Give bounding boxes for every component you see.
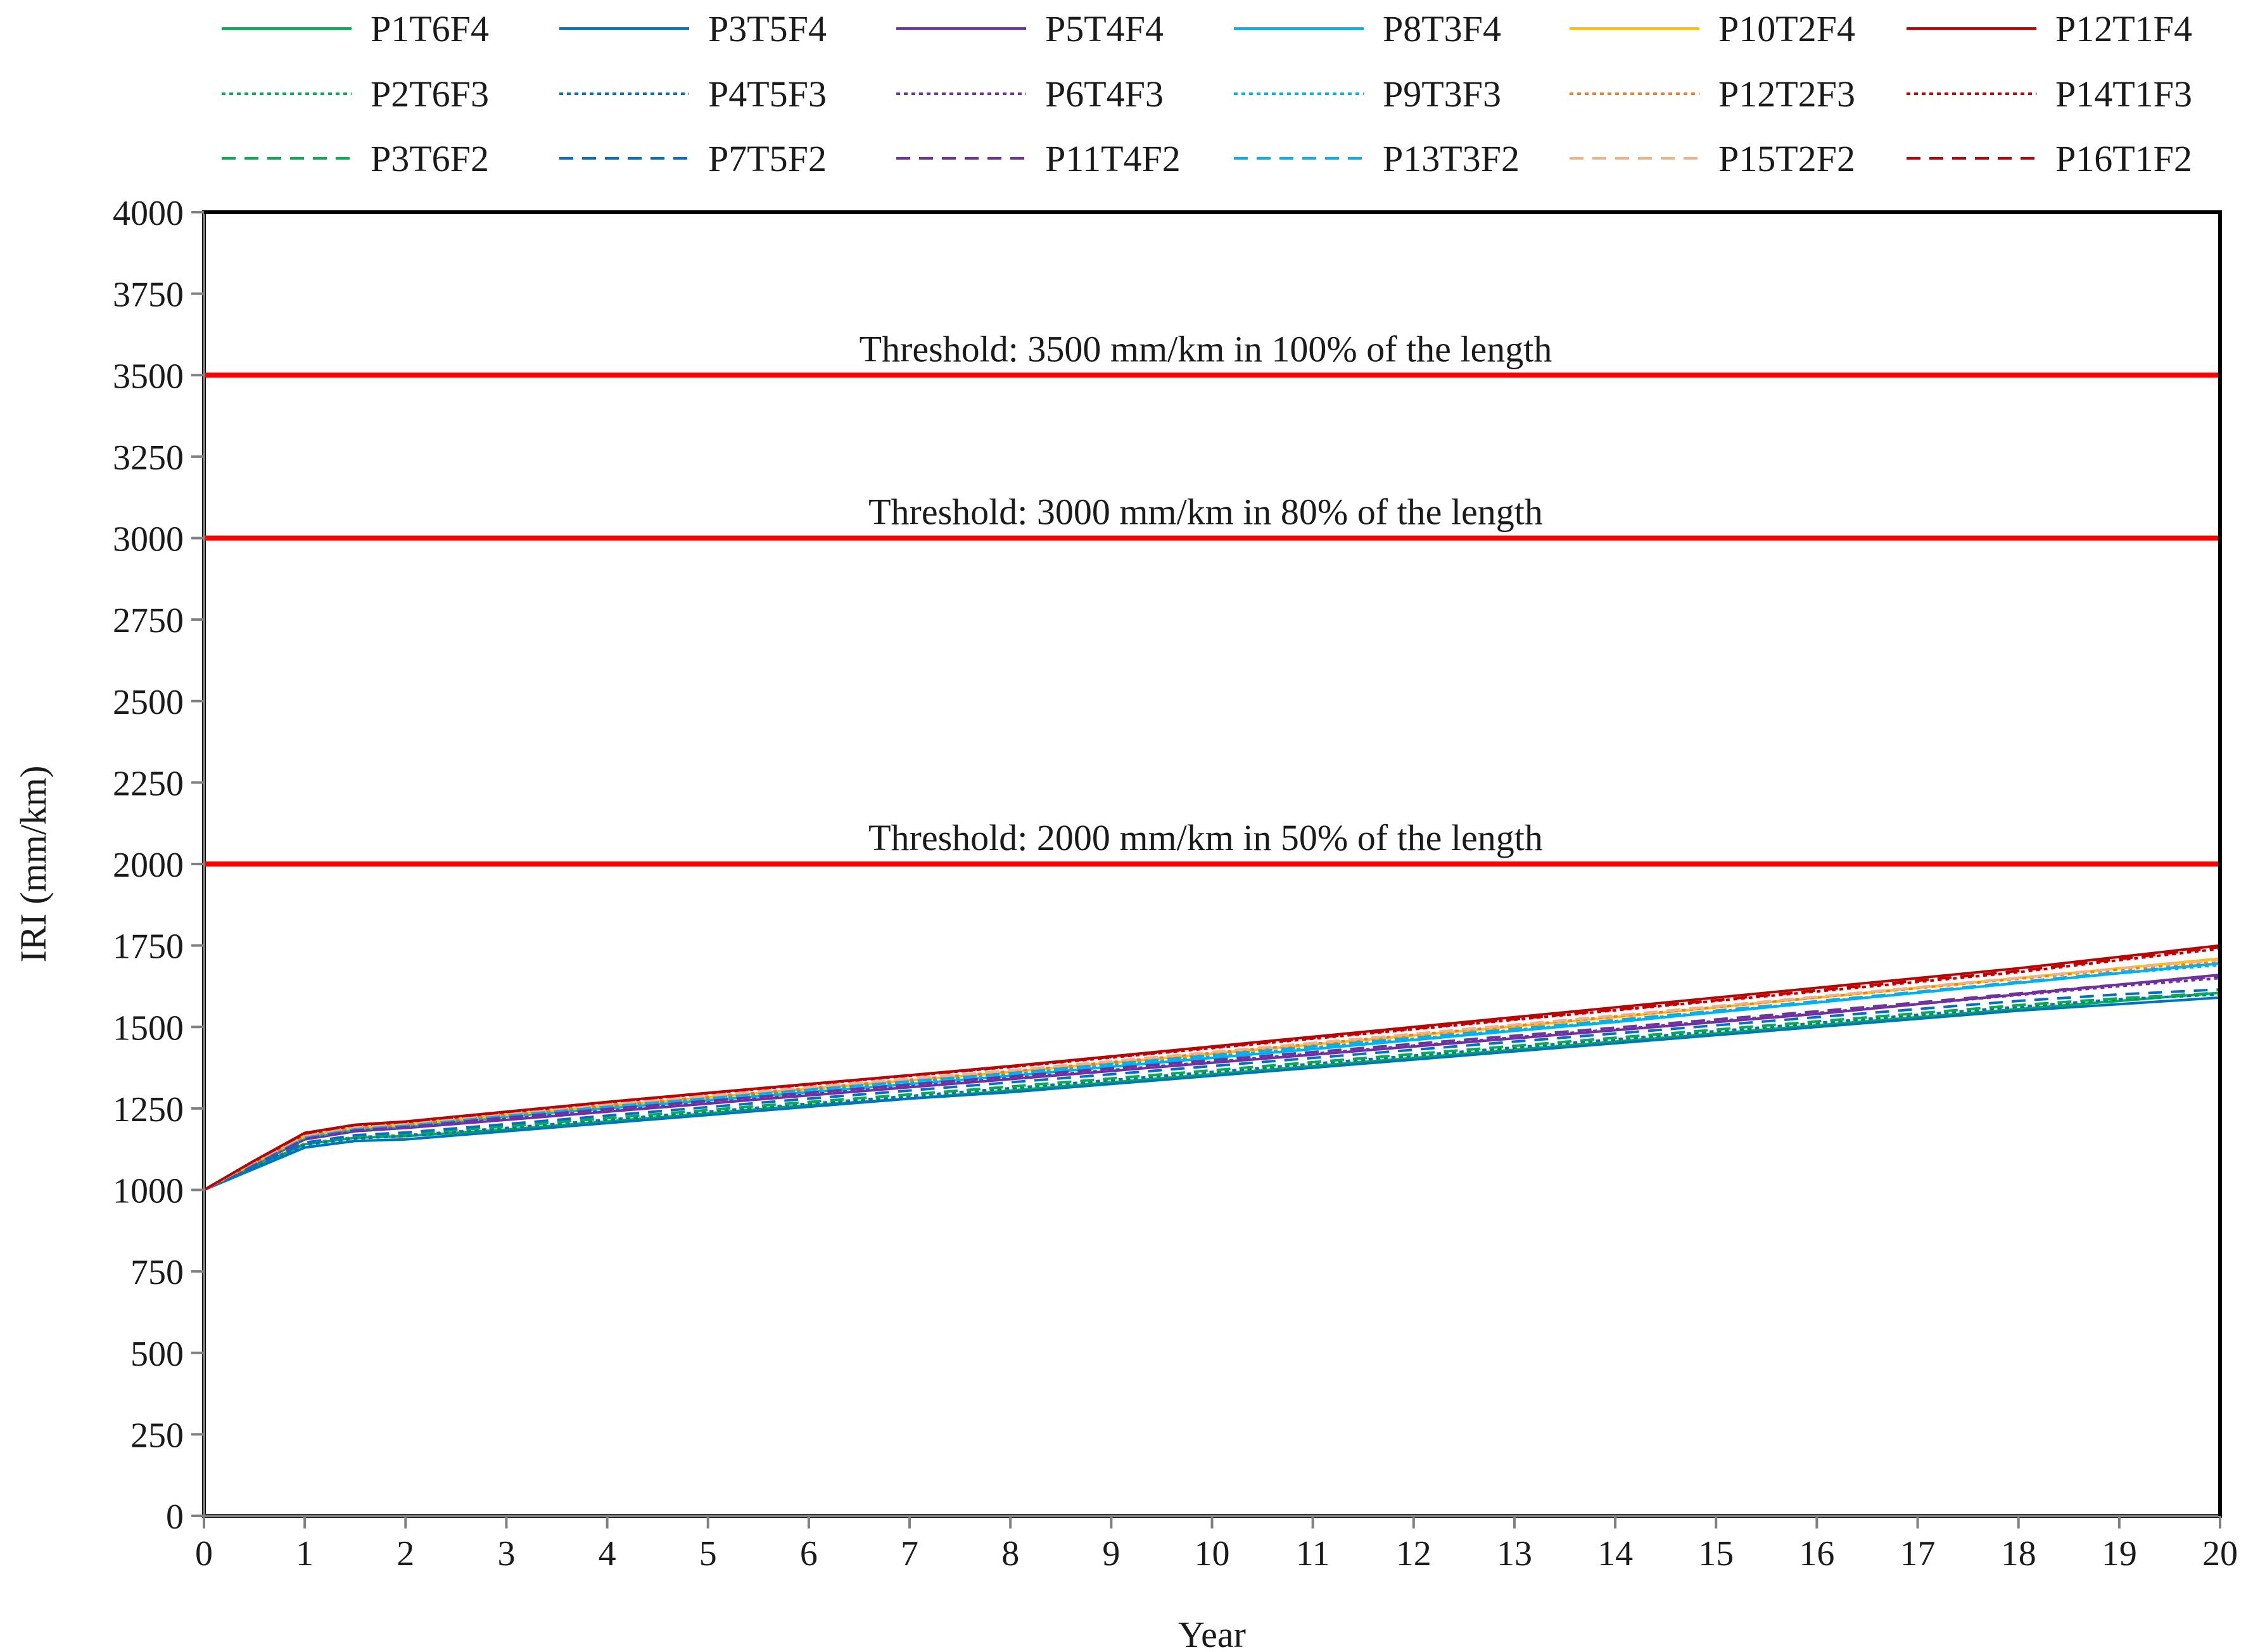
legend-item: P9T3F3 bbox=[1234, 73, 1501, 115]
legend-item: P3T5F4 bbox=[559, 8, 827, 49]
series-line-P7T5F2 bbox=[203, 988, 2221, 1191]
threshold-label-2000: Threshold: 2000 mm/km in 50% of the leng… bbox=[868, 817, 1543, 858]
x-tick-label: 3 bbox=[497, 1534, 515, 1573]
series-line-P1T6F4 bbox=[203, 991, 2221, 1191]
series-line-P6T4F3 bbox=[203, 977, 2221, 1191]
legend-item: P12T1F4 bbox=[1907, 8, 2192, 49]
y-tick-label: 4000 bbox=[113, 194, 184, 233]
y-tick-label: 250 bbox=[130, 1416, 184, 1455]
threshold-lines: Threshold: 3500 mm/km in 100% of the len… bbox=[204, 328, 2220, 867]
legend-item: P6T4F3 bbox=[896, 73, 1164, 115]
x-tick-label: 16 bbox=[1799, 1534, 1834, 1573]
legend-label: P7T5F2 bbox=[708, 138, 827, 179]
legend-label: P8T3F4 bbox=[1383, 8, 1501, 49]
y-tick-label: 750 bbox=[130, 1253, 184, 1292]
legend-item: P16T1F2 bbox=[1907, 138, 2192, 179]
y-tick-label: 1000 bbox=[113, 1172, 184, 1211]
x-tick-label: 6 bbox=[800, 1534, 818, 1573]
legend-label: P10T2F4 bbox=[1718, 8, 1855, 49]
threshold-label-3500: Threshold: 3500 mm/km in 100% of the len… bbox=[860, 328, 1552, 369]
y-tick-label: 2250 bbox=[113, 764, 184, 803]
x-tick-label: 10 bbox=[1195, 1534, 1230, 1573]
y-tick-label: 3000 bbox=[113, 520, 184, 559]
legend-item: P14T1F3 bbox=[1907, 73, 2192, 115]
x-tick-label: 1 bbox=[296, 1534, 314, 1573]
y-tick-label: 0 bbox=[166, 1497, 184, 1537]
x-tick-label: 14 bbox=[1597, 1534, 1633, 1573]
series-line-P14T1F3 bbox=[203, 947, 2221, 1191]
x-tick-label: 17 bbox=[1900, 1534, 1936, 1573]
series-line-P13T3F2 bbox=[203, 962, 2221, 1191]
threshold-label-3000: Threshold: 3000 mm/km in 80% of the leng… bbox=[868, 492, 1543, 533]
series-line-P11T4F2 bbox=[203, 975, 2221, 1191]
series-line-P2T6F3 bbox=[203, 993, 2221, 1191]
x-axis-title: Year bbox=[1178, 1614, 1246, 1652]
x-tick-label: 12 bbox=[1396, 1534, 1431, 1573]
x-tick-label: 7 bbox=[901, 1534, 918, 1573]
x-tick-label: 2 bbox=[397, 1534, 414, 1573]
legend-item: P8T3F4 bbox=[1234, 8, 1501, 49]
legend-label: P14T1F3 bbox=[2055, 73, 2192, 115]
y-tick-label: 2750 bbox=[113, 601, 184, 640]
legend-label: P16T1F2 bbox=[2055, 138, 2192, 179]
legend-label: P1T6F4 bbox=[371, 8, 489, 49]
series-lines bbox=[203, 944, 2221, 1191]
series-line-P15T2F2 bbox=[203, 958, 2221, 1191]
x-tick-label: 5 bbox=[699, 1534, 717, 1573]
series-line-P16T1F2 bbox=[203, 946, 2221, 1191]
legend-item: P4T5F3 bbox=[559, 73, 827, 115]
y-tick-label: 1750 bbox=[113, 927, 184, 967]
legend-label: P12T1F4 bbox=[2055, 8, 2192, 49]
legend-label: P11T4F2 bbox=[1045, 138, 1181, 179]
legend-label: P6T4F3 bbox=[1045, 73, 1164, 115]
legend-item: P13T3F2 bbox=[1234, 138, 1520, 179]
legend-label: P5T4F4 bbox=[1045, 8, 1164, 49]
legend-item: P11T4F2 bbox=[896, 138, 1181, 179]
x-tick-label: 8 bbox=[1001, 1534, 1019, 1573]
y-tick-label: 1250 bbox=[113, 1090, 184, 1129]
x-tick-label: 11 bbox=[1296, 1534, 1330, 1573]
legend-item: P15T2F2 bbox=[1570, 138, 1855, 179]
legend-item: P10T2F4 bbox=[1570, 8, 1855, 49]
y-tick-label: 1500 bbox=[113, 1008, 184, 1048]
x-tick-label: 0 bbox=[195, 1534, 213, 1573]
legend-item: P3T6F2 bbox=[222, 138, 489, 179]
x-tick-label: 13 bbox=[1497, 1534, 1532, 1573]
y-tick-label: 2000 bbox=[113, 846, 184, 885]
x-tick-label: 4 bbox=[599, 1534, 616, 1573]
legend-label: P15T2F2 bbox=[1718, 138, 1855, 179]
legend-label: P12T2F3 bbox=[1718, 73, 1855, 115]
legend-label: P4T5F3 bbox=[708, 73, 827, 115]
y-tick-label: 3500 bbox=[113, 357, 184, 396]
series-line-P4T5F3 bbox=[203, 993, 2221, 1191]
legend-label: P3T6F2 bbox=[371, 138, 489, 179]
legend-label: P13T3F2 bbox=[1383, 138, 1520, 179]
y-tick-label: 3250 bbox=[113, 438, 184, 478]
legend-item: P2T6F3 bbox=[222, 73, 489, 115]
y-tick-label: 2500 bbox=[113, 683, 184, 722]
x-tick-label: 20 bbox=[2202, 1534, 2238, 1573]
y-tick-label: 3750 bbox=[113, 276, 184, 315]
legend-label: P3T5F4 bbox=[708, 8, 827, 49]
y-tick-label: 500 bbox=[130, 1335, 184, 1374]
series-line-P9T3F3 bbox=[203, 963, 2221, 1191]
legend-item: P5T4F4 bbox=[896, 8, 1164, 49]
legend-item: P7T5F2 bbox=[559, 138, 827, 179]
legend-item: P1T6F4 bbox=[222, 8, 489, 49]
legend-label: P9T3F3 bbox=[1383, 73, 1501, 115]
series-line-P5T4F4 bbox=[203, 973, 2221, 1191]
series-line-P3T5F4 bbox=[203, 996, 2221, 1191]
x-tick-label: 18 bbox=[2001, 1534, 2036, 1573]
x-tick-label: 19 bbox=[2102, 1534, 2137, 1573]
series-line-P3T6F2 bbox=[203, 991, 2221, 1191]
x-tick-label: 15 bbox=[1698, 1534, 1734, 1573]
legend-item: P12T2F3 bbox=[1570, 73, 1855, 115]
legend-label: P2T6F3 bbox=[371, 73, 489, 115]
x-tick-label: 9 bbox=[1102, 1534, 1120, 1573]
y-axis-title: IRI (mm/km) bbox=[13, 766, 54, 963]
legend: P1T6F4 P3T5F4 P5T4F4 P8T3F4 P10T2F4 P12T1F4 P2… bbox=[222, 8, 2192, 179]
axes: 0250500750100012501500175020002250250027… bbox=[113, 194, 2238, 1573]
